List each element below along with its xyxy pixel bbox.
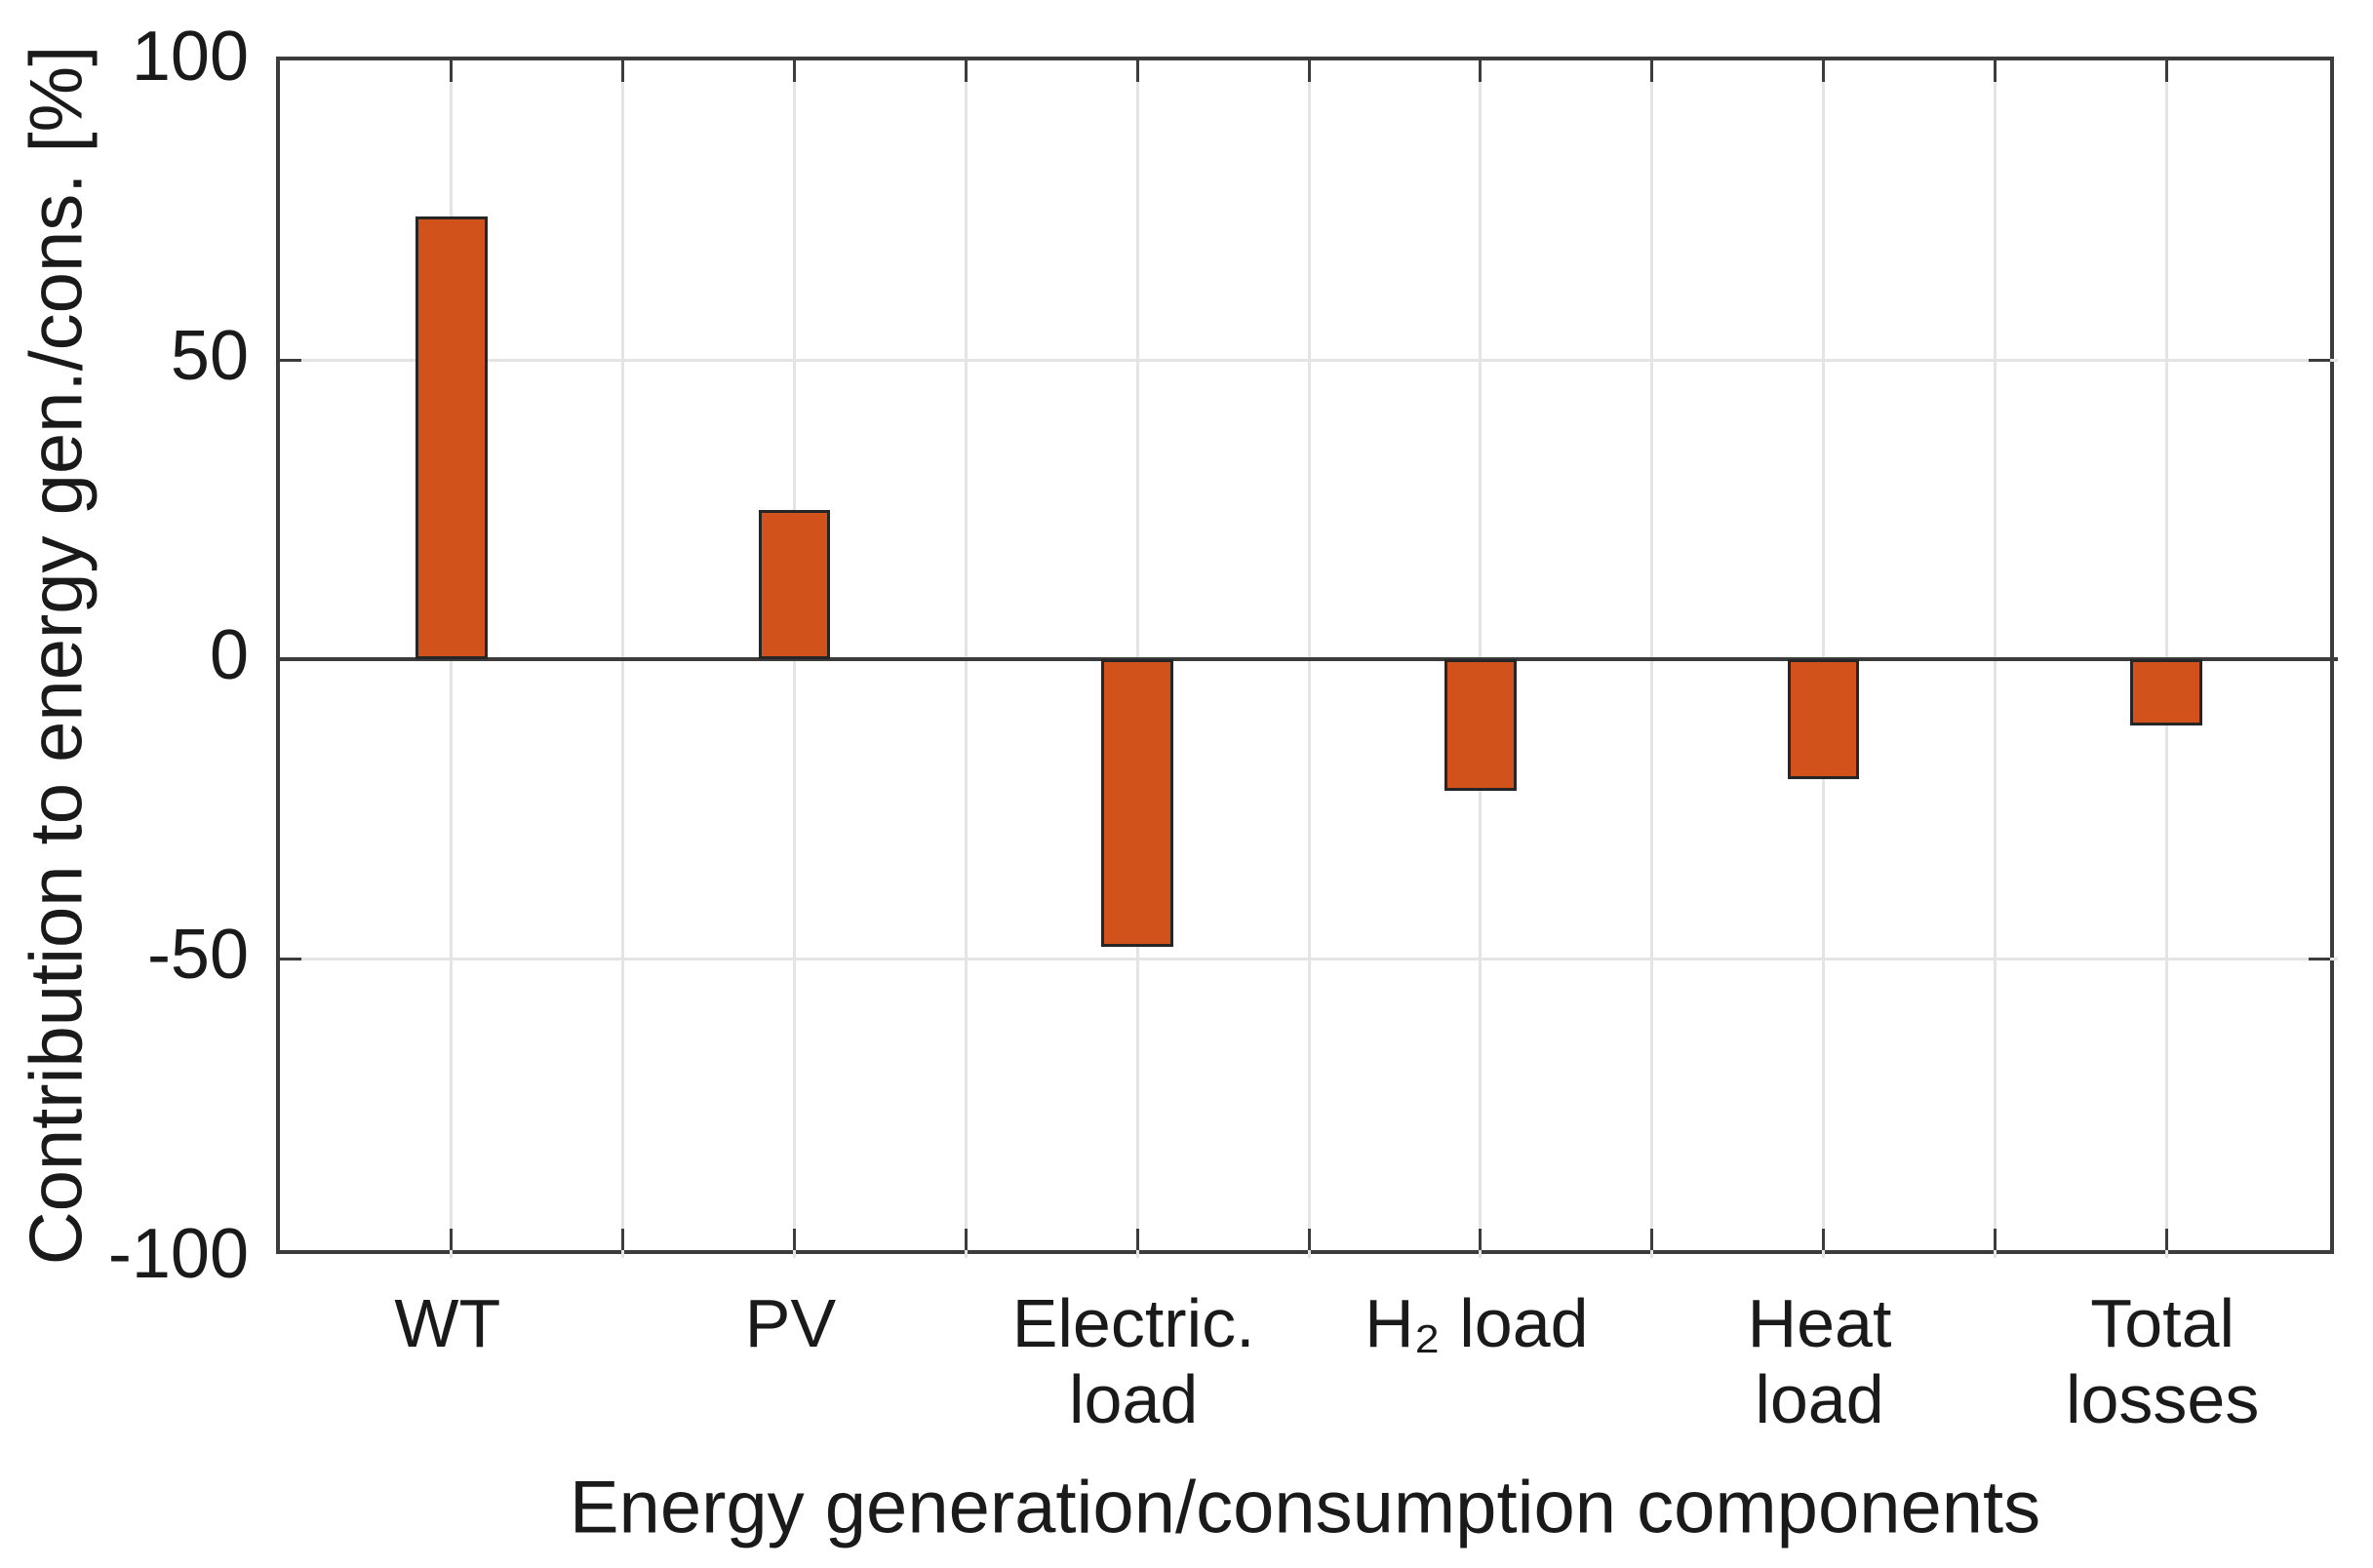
x-tick-mark-top [2164, 60, 2168, 82]
x-tick-mark-bottom [1650, 1229, 1654, 1250]
y-tick-label: -50 [146, 916, 249, 994]
x-tick-mark-top [621, 60, 625, 82]
x-tick-label-h2-load: H₂ load [1364, 1285, 1589, 1361]
x-tick-mark-bottom [964, 1229, 968, 1250]
x-tick-mark-bottom [2164, 1229, 2168, 1250]
y-tick-mark-right [2309, 358, 2330, 362]
y-tick-mark-left [280, 358, 301, 362]
x-tick-mark-bottom [450, 1229, 454, 1250]
x-tick-mark-bottom [793, 1229, 796, 1250]
x-tick-mark-top [1135, 60, 1139, 82]
horizontal-gridline [280, 957, 2338, 960]
x-tick-mark-top [450, 60, 454, 82]
y-tick-label: 0 [209, 616, 249, 694]
x-axis-label: Energy generation/consumption components [569, 1466, 2041, 1549]
x-tick-mark-top [1307, 60, 1311, 82]
x-tick-mark-top [964, 60, 968, 82]
x-tick-mark-bottom [621, 1229, 625, 1250]
x-tick-mark-top [1650, 60, 1654, 82]
y-tick-label: 50 [170, 317, 249, 395]
bar-wt [415, 216, 488, 659]
x-tick-mark-top [793, 60, 796, 82]
zero-baseline [280, 657, 2338, 661]
x-tick-mark-bottom [1135, 1229, 1139, 1250]
bar-electric-load [1101, 659, 1174, 947]
y-tick-mark-left [280, 957, 301, 960]
x-tick-mark-bottom [1307, 1229, 1311, 1250]
y-tick-label: -100 [107, 1215, 249, 1293]
bar-heat-load [1787, 659, 1860, 779]
y-tick-mark-right [2309, 957, 2330, 960]
x-tick-mark-bottom [1822, 1229, 1825, 1250]
bar-pv [758, 509, 831, 659]
x-tick-mark-bottom [1479, 1229, 1483, 1250]
x-tick-mark-bottom [1993, 1229, 1997, 1250]
bar-h2-load [1444, 659, 1517, 792]
horizontal-gridline [280, 358, 2338, 362]
plot-area [276, 57, 2338, 1258]
x-tick-mark-top [1993, 60, 1997, 82]
x-tick-mark-top [1822, 60, 1825, 82]
bar-total-losses [2130, 659, 2203, 725]
x-tick-label-wt: WT [394, 1285, 501, 1361]
x-tick-label-electric-load: Electric. load [1011, 1285, 1255, 1437]
y-tick-label: 100 [131, 18, 249, 96]
x-tick-label-total-losses: Total losses [2065, 1285, 2260, 1437]
x-tick-label-pv: PV [744, 1285, 837, 1361]
x-tick-mark-top [1479, 60, 1483, 82]
x-tick-label-heat-load: Heat load [1747, 1285, 1892, 1437]
